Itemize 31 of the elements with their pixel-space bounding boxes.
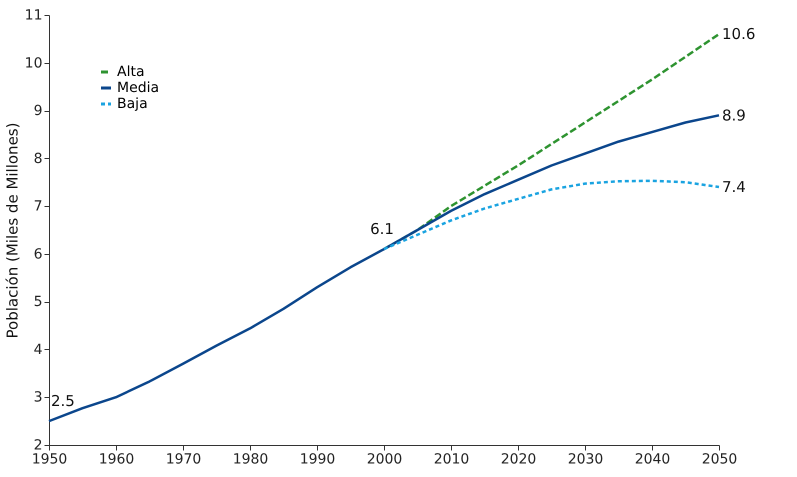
x-tick-label: 1970 (166, 452, 202, 468)
x-tick-label: 2050 (702, 452, 738, 468)
annotation: 2.5 (51, 392, 75, 410)
y-tick-label: 8 (34, 150, 42, 167)
annotation: 6.1 (370, 220, 394, 238)
y-tick-label: 7 (34, 198, 42, 215)
legend-label: Baja (117, 96, 148, 112)
x-tick-label: 1990 (300, 452, 336, 468)
x-tick-label: 2010 (434, 452, 470, 468)
y-tick-label: 2 (34, 438, 42, 454)
y-tick-label: 6 (34, 246, 43, 262)
x-tick-label: 2040 (634, 452, 670, 468)
y-tick-label: 5 (34, 294, 42, 310)
annotation: 10.6 (722, 25, 756, 44)
x-tick-label: 1980 (232, 452, 268, 468)
x-tick-label: 2020 (500, 452, 536, 468)
x-tick-label: 1950 (32, 452, 68, 468)
y-tick-label: 3 (34, 390, 42, 406)
y-tick-label: 9 (34, 103, 42, 120)
x-tick-label: 2000 (366, 452, 402, 468)
y-tick-label: 4 (34, 342, 43, 358)
line-series (48, 114, 720, 422)
x-tick-label: 2030 (568, 452, 604, 468)
legend-label: Alta (117, 64, 145, 80)
y-tick-label: 11 (24, 8, 42, 24)
y-axis-title: Población (Miles de Millones) (4, 122, 22, 338)
x-tick-label: 1960 (98, 452, 134, 468)
annotation: 8.9 (722, 106, 746, 124)
annotation: 7.4 (722, 178, 746, 196)
y-tick-label: 10 (24, 55, 42, 72)
legend-label: Media (117, 80, 160, 96)
